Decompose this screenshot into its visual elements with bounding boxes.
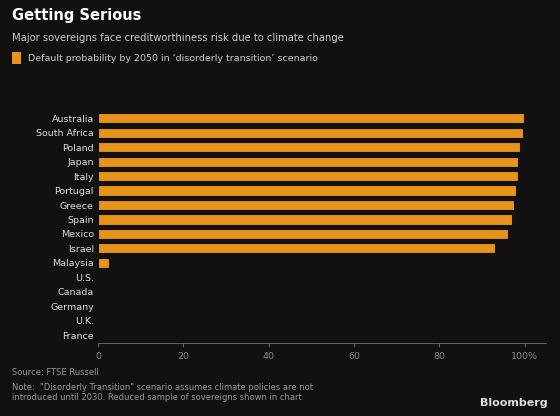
Bar: [98, 243, 495, 253]
Bar: [98, 229, 507, 239]
Bar: [98, 186, 516, 196]
Bar: [98, 272, 99, 282]
Text: Source: FTSE Russell: Source: FTSE Russell: [12, 368, 99, 377]
Text: Default probability by 2050 in ‘disorderly transition’ scenario: Default probability by 2050 in ‘disorder…: [28, 54, 318, 63]
Text: Getting Serious: Getting Serious: [12, 8, 142, 23]
Bar: [98, 214, 512, 225]
Bar: [98, 316, 99, 326]
Bar: [98, 113, 524, 123]
Bar: [98, 156, 518, 167]
Bar: [98, 258, 109, 268]
Bar: [98, 128, 522, 138]
Bar: [98, 301, 99, 311]
Bar: [98, 171, 518, 181]
Bar: [98, 142, 520, 152]
Text: Bloomberg: Bloomberg: [480, 398, 548, 408]
Text: Major sovereigns face creditworthiness risk due to climate change: Major sovereigns face creditworthiness r…: [12, 33, 344, 43]
Bar: [98, 287, 99, 297]
Text: Note:  "Disorderly Transition" scenario assumes climate policies are not
introdu: Note: "Disorderly Transition" scenario a…: [12, 383, 314, 402]
Bar: [98, 330, 99, 340]
Bar: [98, 200, 514, 210]
